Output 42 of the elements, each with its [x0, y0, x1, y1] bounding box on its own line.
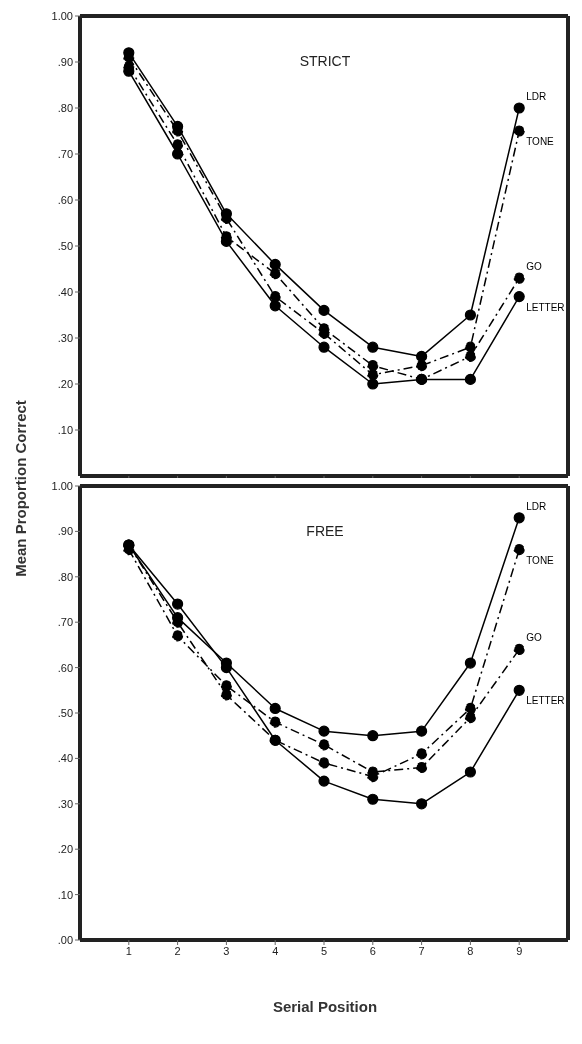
x-tick-label: 6 — [369, 944, 376, 957]
y-tick-label: .30 — [57, 331, 73, 344]
y-tick-label: .10 — [57, 423, 73, 436]
text: STRICT — [298, 53, 352, 69]
y-tick-label: .90 — [57, 525, 73, 538]
series-label: GO — [526, 632, 542, 644]
series-label: TONE — [526, 554, 555, 566]
y-tick-label: .40 — [57, 285, 73, 298]
series-label: LDR — [526, 500, 547, 512]
series-label: TONE — [526, 136, 555, 147]
x-axis-title: Serial Position — [271, 998, 379, 1015]
x-tick-label: 3 — [223, 944, 230, 957]
y-tick-label: .90 — [57, 55, 73, 68]
x-tick-label: 5 — [320, 944, 328, 957]
x-tick-label: 4 — [272, 944, 279, 957]
y-tick-label: .70 — [57, 147, 73, 160]
series-label: LDR — [526, 91, 547, 102]
y-tick-label: .00 — [57, 933, 73, 946]
y-tick-label: .60 — [57, 661, 73, 674]
x-tick-label: 8 — [467, 944, 474, 957]
text: FREE — [305, 523, 345, 539]
x-tick-label: 7 — [418, 944, 425, 957]
y-tick-label: .60 — [57, 193, 73, 206]
y-tick-label: .40 — [57, 752, 73, 765]
y-tick-label: .80 — [57, 101, 73, 114]
x-tick-label: 9 — [516, 944, 523, 957]
y-tick-label: .80 — [57, 570, 73, 583]
y-tick-label: .20 — [57, 843, 73, 856]
y-tick-label: .50 — [57, 706, 73, 719]
y-tick-label: .30 — [57, 797, 73, 810]
series-label: LETTER — [526, 301, 565, 313]
series-label: LETTER — [526, 695, 565, 707]
x-tick-label: 1 — [125, 944, 132, 957]
series-label: GO — [526, 261, 542, 273]
y-tick-label: .20 — [57, 377, 73, 390]
y-axis-title: Mean Proportion Correct — [11, 399, 29, 577]
y-tick-label: 1.00 — [51, 479, 73, 492]
y-tick-label: 1.00 — [51, 9, 73, 22]
y-tick-label: .10 — [57, 888, 73, 901]
y-tick-label: .70 — [57, 616, 73, 629]
y-tick-label: .50 — [57, 239, 73, 252]
x-tick-label: 2 — [174, 944, 181, 957]
